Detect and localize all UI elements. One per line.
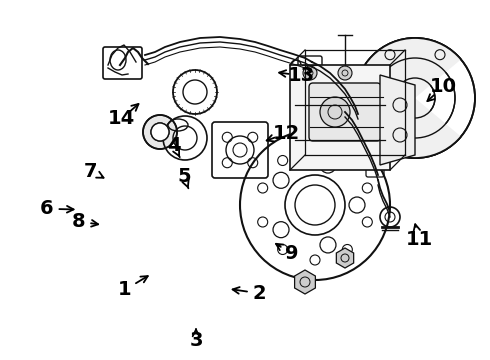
Polygon shape xyxy=(380,75,415,165)
Text: 7: 7 xyxy=(84,162,98,180)
Text: 10: 10 xyxy=(430,77,457,96)
Circle shape xyxy=(338,66,352,80)
Text: 14: 14 xyxy=(108,109,135,128)
Circle shape xyxy=(303,66,317,80)
Text: 2: 2 xyxy=(253,284,267,303)
Text: 6: 6 xyxy=(40,199,53,218)
Circle shape xyxy=(320,97,350,127)
Text: 13: 13 xyxy=(288,66,315,85)
Text: 11: 11 xyxy=(405,230,433,249)
Text: 5: 5 xyxy=(177,167,191,186)
Text: 3: 3 xyxy=(189,331,203,350)
FancyBboxPatch shape xyxy=(309,83,381,141)
Text: 8: 8 xyxy=(72,212,85,231)
Text: 12: 12 xyxy=(273,124,300,143)
FancyBboxPatch shape xyxy=(290,65,390,170)
Text: 4: 4 xyxy=(167,136,181,155)
Wedge shape xyxy=(355,38,461,158)
Circle shape xyxy=(143,115,177,149)
Circle shape xyxy=(151,123,169,141)
Text: 1: 1 xyxy=(118,280,132,299)
Text: 9: 9 xyxy=(285,244,298,263)
